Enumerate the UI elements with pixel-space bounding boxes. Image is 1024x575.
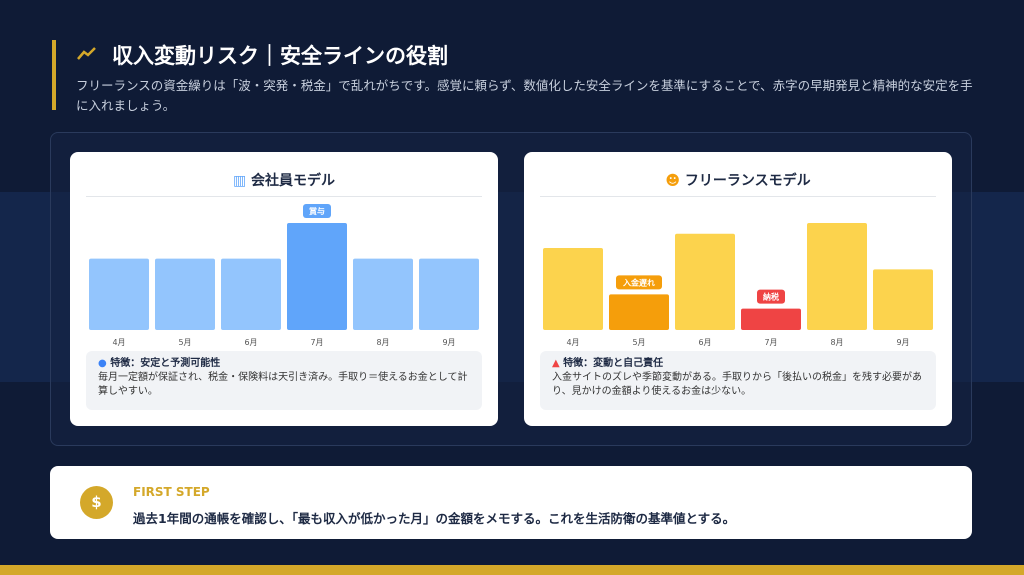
subtitle: フリーランスの資金繰りは「波・突発・税金」で乱れがちです。感覚に頼らず、数値化し… <box>76 78 973 113</box>
x-tick-label: 8月 <box>376 338 389 347</box>
card: ☻ フリーランスモデル 4月 5月 入金遅れ 6月 7月 納税 8月 9月 ▲ 特徴：変動と自… <box>524 152 952 426</box>
bar <box>873 269 933 330</box>
x-tick-label: 5月 <box>178 338 191 347</box>
bar <box>221 258 281 330</box>
note: ● 特徴：安定と予測可能性 毎月一定額が保証され、税金・保険料は天引き済み。手取り… <box>86 351 482 410</box>
card-title: ☻ フリーランスモデル <box>665 173 811 189</box>
x-tick-label: 4月 <box>112 338 125 347</box>
card-title-text: 会社員モデル <box>251 173 336 189</box>
bar-label-bg <box>616 275 662 290</box>
bar <box>741 308 801 330</box>
x-tick-label: 6月 <box>698 338 711 347</box>
chart: 4月 5月 6月 7月 賞与 8月 9月 <box>89 204 479 347</box>
note: ▲ 特徴：変動と自己責任 入金サイトのズレや季節変動がある。手取りから「後払いの税… <box>540 351 936 410</box>
title: 収入変動リスク｜安全ラインの役割 <box>112 44 448 68</box>
x-tick-label: 7月 <box>764 338 777 347</box>
x-tick-label: 6月 <box>244 338 257 347</box>
bar <box>807 223 867 330</box>
first-step-card: $ FIRST STEP 過去1年間の通帳を確認し、「最も収入が低かった月」の金… <box>50 466 972 539</box>
divider <box>540 196 936 197</box>
bar <box>609 294 669 330</box>
bar <box>155 258 215 330</box>
bar-label-bg <box>757 289 785 304</box>
card: ▥ 会社員モデル 4月 5月 6月 7月 賞与 8月 9月 ● 特徴：安定と予測可能性 毎月一… <box>70 152 498 426</box>
bar <box>353 258 413 330</box>
chart-icon <box>77 47 96 60</box>
x-tick-label: 9月 <box>442 338 455 347</box>
bar-label: 賞与 <box>309 206 325 216</box>
divider <box>86 196 482 197</box>
chart: 4月 5月 入金遅れ 6月 7月 納税 8月 9月 <box>543 223 933 347</box>
x-tick-label: 4月 <box>566 338 579 347</box>
note-title: 特徴：変動と自己責任 <box>563 358 664 369</box>
footer-bar <box>0 565 1024 575</box>
bar <box>419 258 479 330</box>
step-icon: $ <box>80 486 113 519</box>
note-text: 毎月一定額が保証され、税金・保険料は天引き済み。手取り＝使えるお金として計算しや… <box>98 372 468 397</box>
card-title-text: フリーランスモデル <box>684 173 811 189</box>
x-tick-label: 7月 <box>310 338 323 347</box>
accent-bar <box>52 40 56 110</box>
bar <box>543 247 603 330</box>
step-label: FIRST STEP <box>133 485 210 499</box>
x-tick-label: 8月 <box>830 338 843 347</box>
bar <box>675 233 735 330</box>
note-text: 入金サイトのズレや季節変動がある。手取りから「後払いの税金」を残す必要があり、見… <box>552 372 922 397</box>
bar <box>89 258 149 330</box>
note-title: 特徴：安定と予測可能性 <box>110 358 221 369</box>
card-title: ▥ 会社員モデル <box>232 173 336 189</box>
bar-label-bg <box>303 204 331 218</box>
bar-label: 入金遅れ <box>622 277 655 287</box>
bar <box>287 223 347 330</box>
step-text: 過去1年間の通帳を確認し、「最も収入が低かった月」の金額をメモする。これを生活防… <box>133 511 736 526</box>
x-tick-label: 9月 <box>896 338 909 347</box>
x-tick-label: 5月 <box>632 338 645 347</box>
bar-label: 納税 <box>763 292 779 302</box>
